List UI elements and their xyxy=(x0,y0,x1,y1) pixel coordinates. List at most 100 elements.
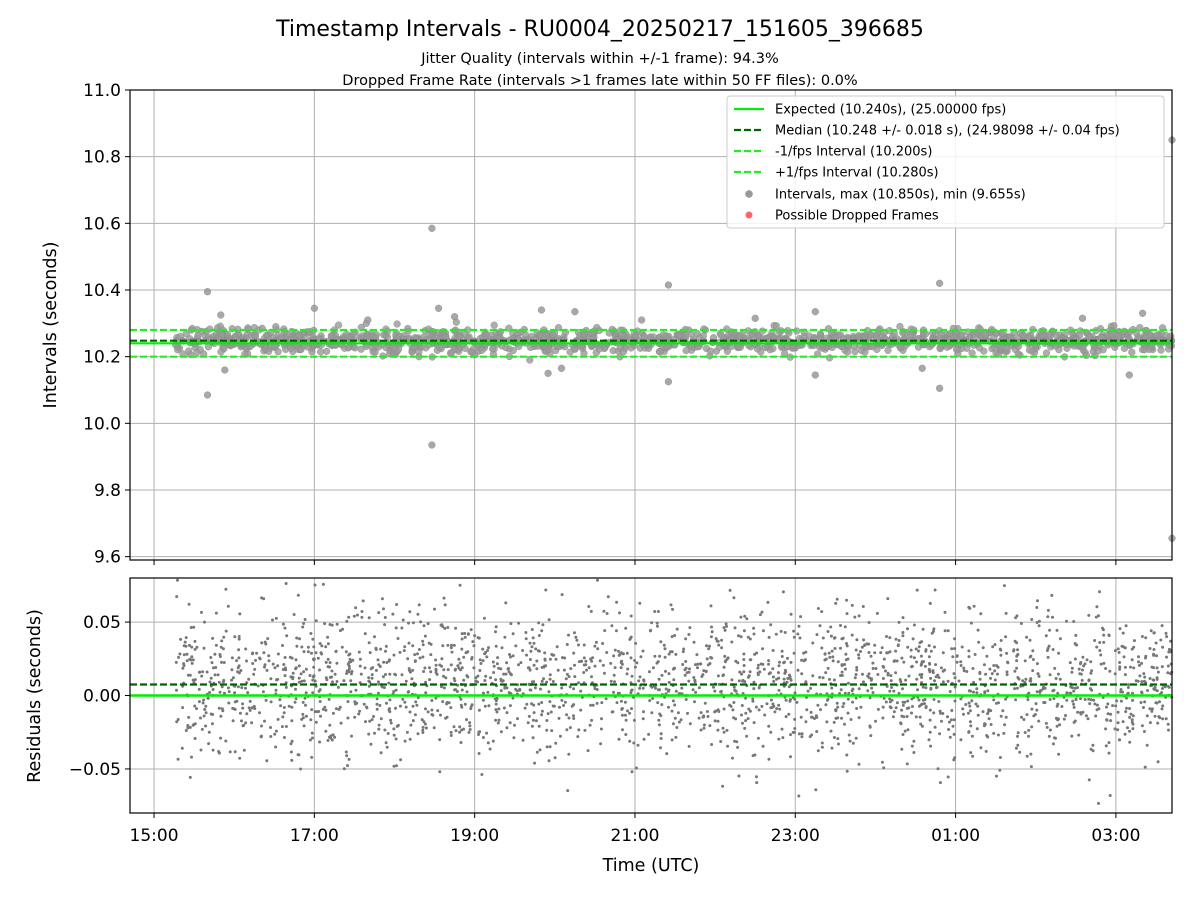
residual-point xyxy=(656,660,660,664)
residual-point xyxy=(825,720,829,724)
residual-point xyxy=(367,679,371,683)
residual-point xyxy=(936,767,940,771)
residual-point xyxy=(647,732,651,736)
residual-point xyxy=(941,651,945,655)
residual-point xyxy=(660,703,664,707)
legend-dropped-marker-icon xyxy=(745,211,753,219)
residual-point xyxy=(240,686,244,690)
residual-point xyxy=(1006,660,1009,664)
residual-point xyxy=(1035,690,1039,694)
residual-point xyxy=(888,689,892,693)
residual-point xyxy=(748,709,752,713)
residual-point xyxy=(584,659,588,663)
residual-point xyxy=(742,652,746,656)
residual-point xyxy=(360,615,364,619)
residual-point xyxy=(756,663,760,667)
residual-point xyxy=(993,669,997,673)
residual-point xyxy=(709,635,713,639)
residual-point xyxy=(976,628,980,632)
interval-point xyxy=(335,321,343,329)
residual-point xyxy=(548,673,552,677)
residual-point xyxy=(684,698,688,701)
residual-point xyxy=(551,680,555,683)
residual-point xyxy=(948,720,951,724)
residual-point xyxy=(757,708,761,712)
residual-point xyxy=(855,666,859,669)
residual-point xyxy=(491,739,495,743)
residual-point xyxy=(557,716,561,720)
residual-point xyxy=(800,658,804,662)
residual-point xyxy=(209,656,213,659)
residual-point xyxy=(658,654,662,658)
residual-point xyxy=(278,698,282,702)
residual-point xyxy=(545,728,549,732)
residual-point xyxy=(1028,655,1032,659)
residual-point xyxy=(741,721,744,725)
residual-point xyxy=(1133,639,1136,643)
interval-point xyxy=(723,347,732,355)
residual-point xyxy=(732,596,736,600)
residual-point xyxy=(766,600,770,604)
residual-point xyxy=(281,668,285,671)
residual-point xyxy=(979,612,983,616)
residual-point xyxy=(820,741,824,745)
residual-point xyxy=(446,626,450,629)
residual-point xyxy=(411,644,415,648)
residual-point xyxy=(1091,749,1095,753)
residual-point xyxy=(191,723,195,727)
interval-point xyxy=(693,329,701,338)
residual-point xyxy=(345,672,349,675)
residual-point xyxy=(403,645,407,649)
interval-point xyxy=(1146,331,1154,339)
residual-point xyxy=(203,620,206,624)
residual-point xyxy=(739,635,743,639)
residual-point xyxy=(927,655,931,659)
residual-point xyxy=(871,691,875,695)
residual-point xyxy=(415,703,419,707)
residual-point xyxy=(282,663,286,666)
residual-point xyxy=(809,686,812,690)
residual-point xyxy=(1001,709,1005,713)
residual-point xyxy=(1139,701,1143,704)
residual-point xyxy=(1160,665,1164,669)
residual-point xyxy=(966,711,970,715)
residual-point xyxy=(732,701,736,704)
residual-point xyxy=(1113,649,1117,653)
interval-point xyxy=(265,347,273,356)
residual-point xyxy=(967,649,971,653)
residual-point xyxy=(450,643,453,647)
residual-point xyxy=(496,721,500,725)
residual-point xyxy=(1154,641,1158,645)
interval-outlier-point xyxy=(544,369,552,377)
residual-point xyxy=(500,646,504,650)
residual-point xyxy=(624,718,628,722)
residual-point xyxy=(419,620,423,624)
residual-point xyxy=(880,760,884,764)
residual-point xyxy=(369,667,373,671)
residual-point xyxy=(1130,718,1134,722)
residual-point xyxy=(1123,665,1127,669)
residual-point xyxy=(795,700,799,704)
residual-point xyxy=(897,620,901,624)
residual-point xyxy=(593,644,597,648)
residual-point xyxy=(767,662,770,666)
residual-point xyxy=(499,689,503,693)
residual-point xyxy=(1128,729,1131,733)
residual-point xyxy=(575,638,579,642)
residual-point xyxy=(1113,672,1117,676)
residual-point xyxy=(417,648,421,651)
residual-point xyxy=(1004,635,1008,639)
residual-point xyxy=(1023,731,1027,734)
residual-point xyxy=(699,728,703,732)
residual-point xyxy=(1030,707,1034,711)
residual-point xyxy=(706,663,710,667)
residual-point xyxy=(952,758,956,762)
residual-point xyxy=(740,672,744,676)
residual-point xyxy=(499,667,503,671)
residual-point xyxy=(367,641,371,645)
residual-point xyxy=(921,627,925,631)
residual-point xyxy=(402,649,406,653)
residual-point xyxy=(670,709,674,713)
residual-point xyxy=(830,746,834,750)
residual-point xyxy=(276,652,280,656)
